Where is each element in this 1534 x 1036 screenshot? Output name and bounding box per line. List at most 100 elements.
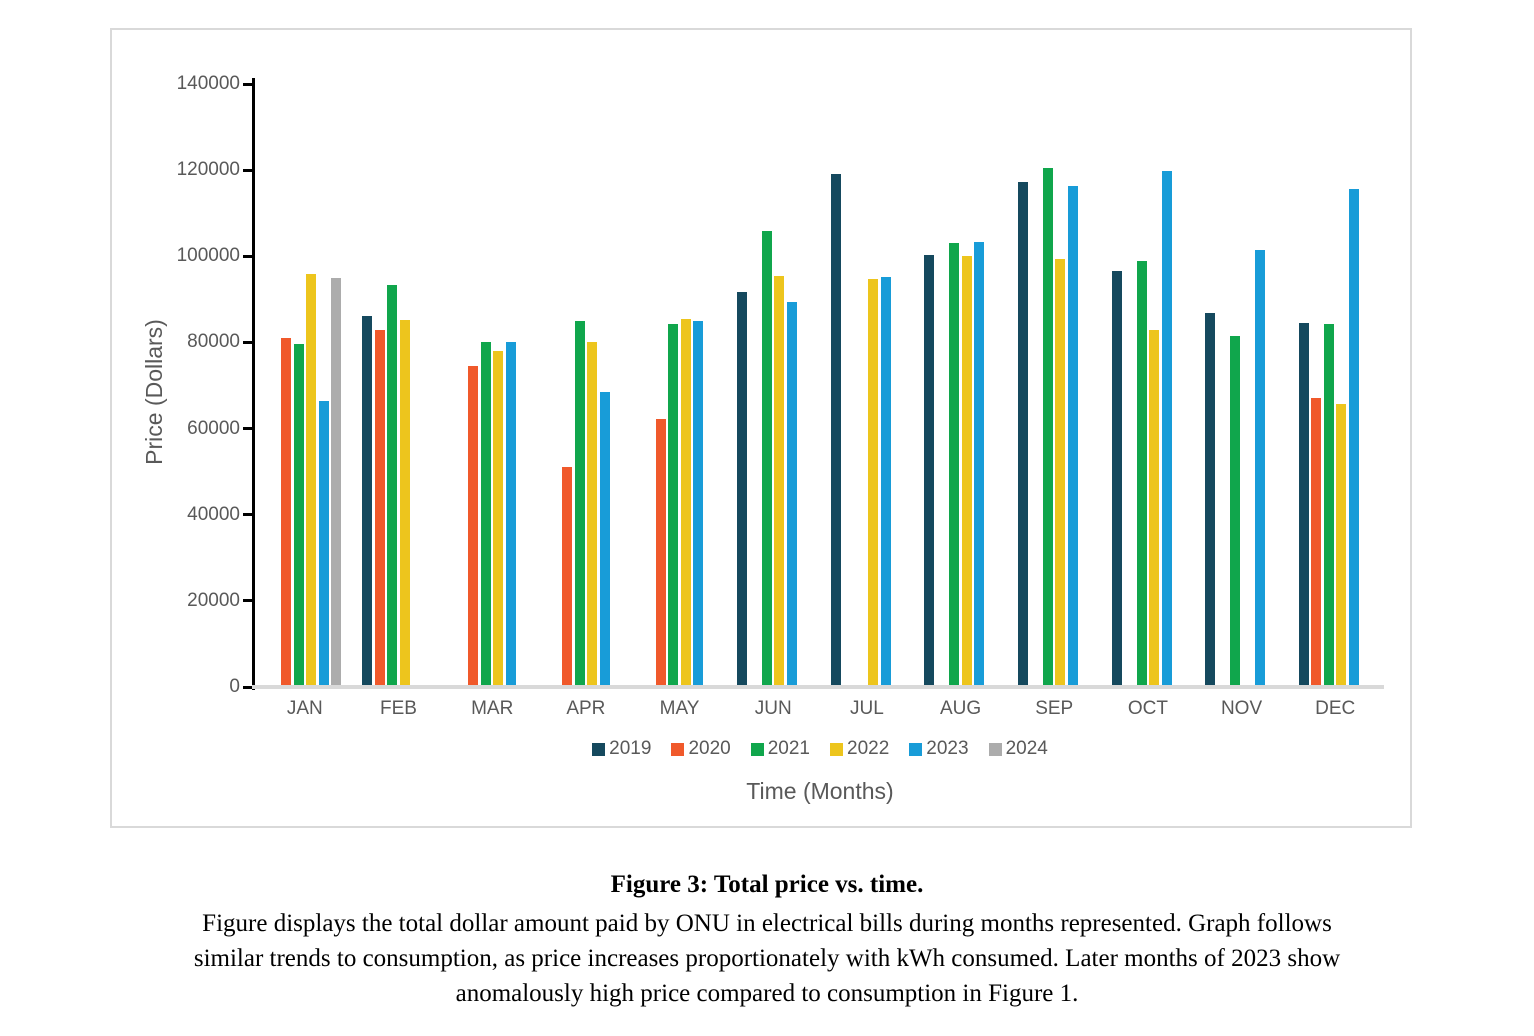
bar-2023-apr [599,392,610,687]
bar-2023-aug [974,241,985,687]
legend-item-2022: 2022 [830,738,889,760]
legend-swatch-2022 [830,742,843,756]
bar-slot [1017,84,1030,687]
bar-slot [317,84,330,687]
bar-slot [386,84,399,687]
x-axis-baseline [252,685,1384,689]
bar-slot [1067,84,1080,687]
bar-group-jan [258,84,352,687]
bar-slot [1204,84,1217,687]
bar-2020-apr [562,467,573,687]
y-tick-mark [243,82,252,86]
bar-group-may [633,84,727,687]
bar-slot [736,84,749,687]
bar-2022-aug [961,255,972,687]
y-axis-title: Price (Dollars) [141,319,167,465]
bar-slot [1310,84,1323,687]
bar-slot [611,84,624,687]
bar-2022-jan [306,274,317,687]
bar-2019-jul [830,174,841,687]
month-label-jul: JUL [849,698,884,719]
legend: 2019 2020 2021 2022 2023 2024 [258,738,1382,760]
bar-2021-nov [1230,336,1241,687]
bar-group-aug [914,84,1008,687]
y-tick-mark [243,168,252,172]
legend-swatch-2020 [671,742,685,756]
bar-slot [561,84,574,687]
bar-2022-may [680,318,691,687]
bar-slot [842,84,855,687]
bar-2023-oct [1161,171,1172,687]
bar-slot [1242,84,1255,687]
bar-slot [330,84,343,687]
bar-slot [829,84,842,687]
y-tick-label: 80000 [187,331,240,353]
bar-slot [936,84,949,687]
month-label-aug: AUG [939,698,982,719]
bar-2022-oct [1149,330,1160,687]
month-label-feb: FEB [380,698,417,719]
bar-2022-mar [493,350,504,687]
legend-label-2019: 2019 [609,738,652,759]
bar-slot [1054,84,1067,687]
y-tick-mark [243,685,252,689]
bar-slot [374,84,387,687]
bar-2023-nov [1255,249,1266,687]
caption-title: Figure 3: Total price vs. time. [610,871,924,898]
bar-2022-dec [1336,403,1347,687]
bar-2021-sep [1042,167,1053,687]
bar-2019-sep [1017,181,1028,687]
chart-container: Price (Dollars) 0 20000 40000 60000 80000 100… [110,28,1412,828]
y-tick-label: 20000 [187,589,240,611]
bar-2020-mar [468,365,479,687]
legend-label-2020: 2020 [688,738,731,759]
bar-2022-apr [587,342,598,687]
bar-group-feb [352,84,446,687]
bar-2022-feb [399,319,410,687]
bar-slot [667,84,680,687]
bar-slot [1254,84,1267,687]
caption-line: Figure displays the total dollar amount … [202,910,1332,937]
bar-slot [1348,84,1361,687]
caption-line: anomalously high price compared to consu… [455,980,1079,1007]
bar-slot [411,84,424,687]
legend-swatch-2023 [909,742,923,756]
bar-slot [424,84,437,687]
legend-item-2024: 2024 [988,738,1048,760]
y-tick-mark [243,340,252,344]
bar-slot [1110,84,1123,687]
bar-slot [1217,84,1230,687]
x-axis-title: Time (Months) [746,778,894,804]
bar-2020-jan [281,338,292,687]
month-label-sep: SEP [1035,698,1074,719]
bar-2023-may [693,320,704,687]
y-tick-label: 40000 [187,503,240,525]
bar-2024-jan [331,278,342,687]
bar-2022-jul [868,278,879,687]
plot-area [258,84,1382,687]
bar-slot [986,84,999,687]
bar-2021-jun [761,230,772,687]
bar-slot [705,84,718,687]
bar-slot [867,84,880,687]
y-tick-mark [243,427,252,431]
bar-slot [1360,84,1373,687]
bar-2022-sep [1055,259,1066,687]
legend-label-2023: 2023 [926,738,969,759]
bar-group-oct [1101,84,1195,687]
bar-2019-jun [736,292,747,687]
y-tick-label: 0 [229,676,240,697]
y-tick-label: 120000 [176,159,240,181]
bar-2023-jan [318,401,329,687]
legend-item-2021: 2021 [750,738,810,760]
bar-group-jun [726,84,820,687]
bar-slot [854,84,867,687]
bar-2022-jun [774,276,785,687]
bar-slot [280,84,293,687]
bar-2020-dec [1311,398,1322,687]
bar-slot [548,84,561,687]
bar-slot [1323,84,1336,687]
bar-slot [467,84,480,687]
y-tick-label: 140000 [176,73,240,94]
bar-slot [1335,84,1348,687]
